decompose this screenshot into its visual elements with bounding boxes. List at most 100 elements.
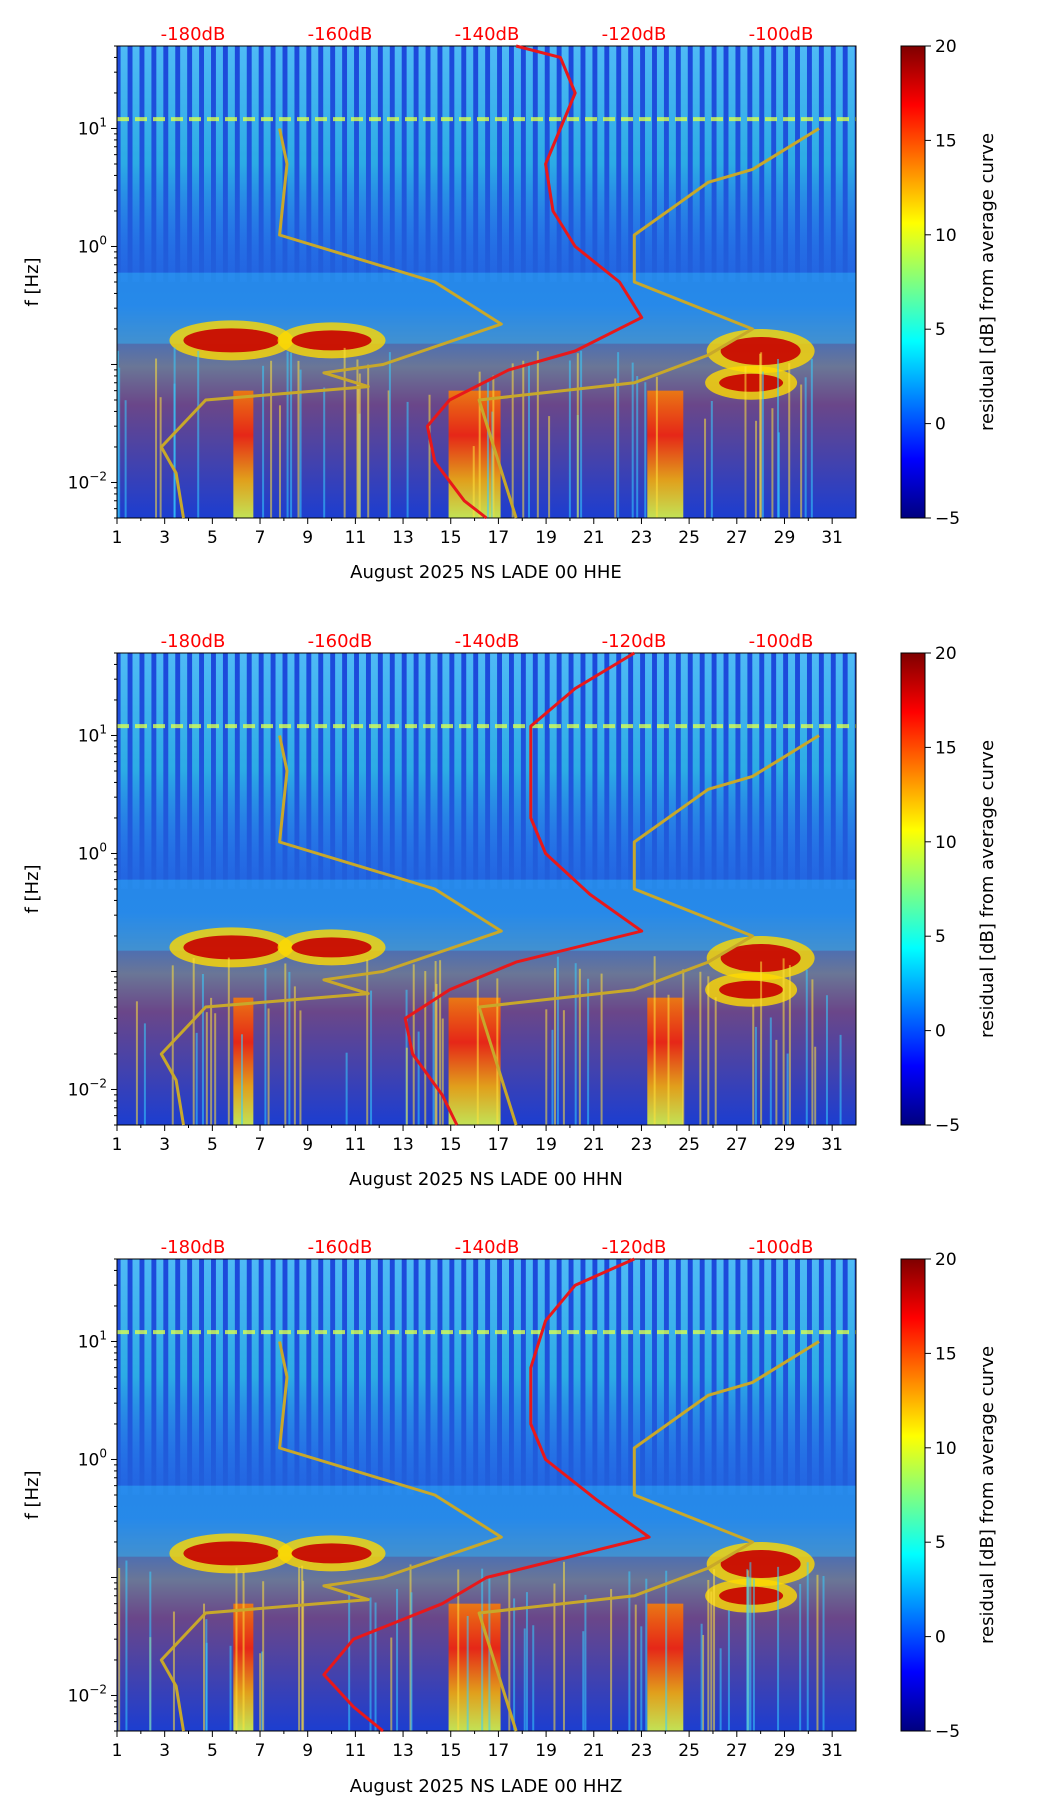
- heatmap-stripe: [406, 46, 414, 282]
- heatmap-event: [233, 390, 254, 518]
- heatmap-spike: [777, 358, 780, 518]
- heatmap-spike: [713, 1569, 716, 1731]
- heatmap-spike: [545, 1009, 548, 1125]
- heatmap-stripe: [811, 653, 819, 889]
- heatmap-stripe: [847, 1259, 855, 1495]
- heatmap-stripe: [466, 653, 474, 889]
- heatmap-stripe: [573, 1259, 581, 1495]
- heatmap-spike: [752, 1004, 755, 1125]
- x-tick-label: 15: [440, 1135, 462, 1155]
- heatmap-stripe: [430, 1259, 438, 1495]
- heatmap-stripe: [120, 1259, 128, 1495]
- heatmap-spike: [488, 1575, 491, 1731]
- x-tick-label: 9: [302, 1135, 313, 1155]
- x-tick-label: 1: [112, 1741, 123, 1761]
- heatmap-spike: [117, 350, 120, 518]
- noise-model-curve: [477, 1340, 820, 1732]
- heatmap-stripe: [716, 653, 724, 889]
- x-tick-label: 21: [583, 1135, 605, 1155]
- heatmap-stripe: [645, 46, 653, 282]
- heatmap-stripe: [692, 1259, 700, 1495]
- colorbar-tick-label: 0: [935, 1628, 946, 1648]
- heatmap-spike: [634, 1604, 637, 1731]
- db-tick-label: -180dB: [161, 1237, 226, 1258]
- heatmap-stripe: [561, 1259, 569, 1495]
- heatmap-spike: [788, 965, 791, 1125]
- heatmap-spike: [457, 1569, 460, 1731]
- heatmap-stripe: [347, 653, 355, 889]
- heatmap-spike: [710, 1591, 713, 1731]
- colorbar-gradient: [900, 1258, 926, 1732]
- heatmap-stripe: [454, 1259, 462, 1495]
- heatmap-stripe: [597, 1259, 605, 1495]
- noise-model-curve: [477, 734, 820, 1126]
- heatmap-stripe: [311, 653, 319, 889]
- heatmap-stripe: [358, 1259, 366, 1495]
- heatmap-stripe: [180, 653, 188, 889]
- heatmap-stripe: [633, 1259, 641, 1495]
- heatmap-spike: [814, 1046, 817, 1125]
- heatmap-stripe: [728, 46, 736, 282]
- heatmap-spike: [536, 351, 539, 518]
- heatmap-stripe: [847, 653, 855, 889]
- colorbar-tick-label: 5: [935, 320, 946, 340]
- x-tick-label: 27: [726, 528, 748, 548]
- db-tick-label: -160dB: [308, 24, 373, 45]
- heatmap-stripe: [764, 1259, 772, 1495]
- heatmap-stripe: [299, 1259, 307, 1495]
- heatmap-spike: [424, 971, 427, 1125]
- heatmap-spike: [264, 968, 267, 1125]
- colorbar-tick-label: 15: [935, 738, 957, 758]
- heatmap-spike: [707, 976, 710, 1125]
- heatmap-spike: [149, 1571, 152, 1731]
- colorbar-label: residual [dB] from average curve: [977, 1346, 998, 1644]
- db-tick-label: -180dB: [161, 631, 226, 652]
- heatmap-spike: [816, 1574, 819, 1731]
- heatmap-spike: [749, 1562, 752, 1731]
- heatmap-stripe: [799, 1259, 807, 1495]
- heatmap-spike: [229, 1645, 232, 1731]
- heatmap-stripe: [418, 46, 426, 282]
- heatmap-stripe: [501, 46, 509, 282]
- heatmap-stripe: [764, 46, 772, 282]
- heatmap-stripe: [633, 46, 641, 282]
- heatmap-stripe: [335, 653, 343, 889]
- heatmap-blob: [720, 944, 801, 973]
- heatmap-spike: [554, 968, 557, 1125]
- heatmap-stripe: [704, 46, 712, 282]
- heatmap-stripe: [204, 1259, 212, 1495]
- heatmap-stripe: [490, 46, 498, 282]
- heatmap-stripe: [394, 1259, 402, 1495]
- heatmap-spike: [261, 1651, 264, 1731]
- x-tick-label: 31: [821, 528, 843, 548]
- heatmap-spike: [508, 1572, 511, 1731]
- heatmap-stripe: [323, 1259, 331, 1495]
- heatmap-spike: [747, 1576, 750, 1731]
- y-tick-label: 101: [78, 722, 107, 746]
- heatmap-blob: [183, 328, 280, 353]
- db-tick-label: -160dB: [308, 631, 373, 652]
- x-tick-label: 19: [535, 1741, 557, 1761]
- heatmap-stripe: [525, 46, 533, 282]
- heatmap-stripe: [406, 1259, 414, 1495]
- heatmap-spike: [441, 1018, 444, 1125]
- heatmap-spike: [682, 969, 685, 1125]
- heatmap-spike: [205, 1619, 208, 1731]
- heatmap-spike: [760, 352, 763, 518]
- heatmap-stripe: [418, 653, 426, 889]
- heatmap-stripe: [752, 653, 760, 889]
- heatmap-spike: [760, 961, 763, 1125]
- heatmap-spike: [298, 1566, 301, 1731]
- colorbar-gradient: [900, 45, 926, 519]
- heatmap-stripe: [335, 1259, 343, 1495]
- heatmap-spike: [288, 971, 291, 1125]
- heatmap-3: [116, 1258, 857, 1732]
- heatmap-stripe: [227, 46, 235, 282]
- heatmap-stripe: [358, 46, 366, 282]
- heatmap-stripe: [466, 46, 474, 282]
- heatmap-spike: [227, 957, 230, 1125]
- heatmap-spike: [777, 1566, 780, 1731]
- heatmap-stripe: [347, 46, 355, 282]
- heatmap-stripe: [716, 46, 724, 282]
- heatmap-stripe: [752, 46, 760, 282]
